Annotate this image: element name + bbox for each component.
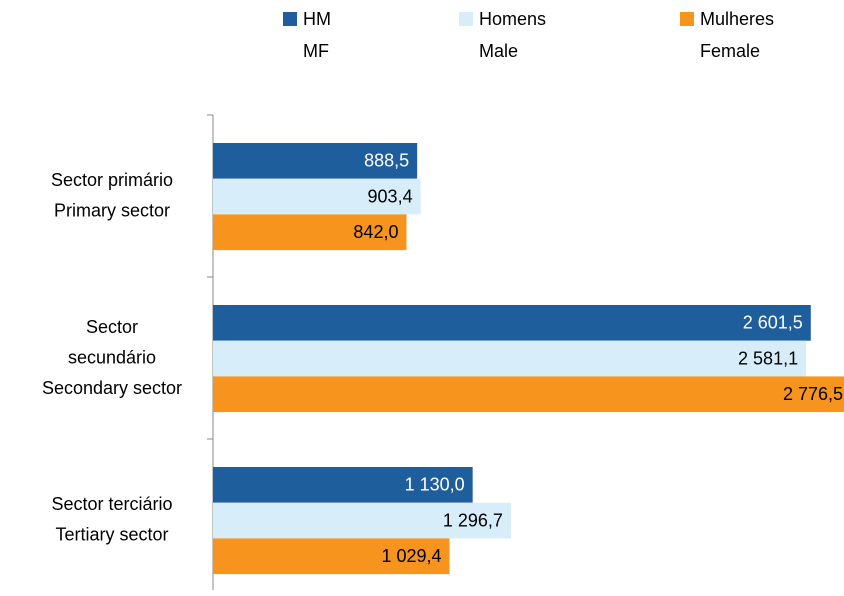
legend-label: HM [303,9,331,29]
value-label: 903,4 [368,186,413,206]
category-label: Primary sector [54,201,170,221]
legend-label: Female [700,41,760,61]
bar [213,340,807,377]
category-label: secundário [68,347,156,367]
category-label: Sector [86,317,138,337]
value-label: 1 029,4 [381,546,441,566]
legend-label: Male [479,41,518,61]
bar [213,502,511,539]
value-label: 842,0 [353,222,398,242]
bar [213,467,473,503]
value-label: 1 296,7 [443,510,503,530]
category-label: Sector primário [51,170,173,190]
value-label: 1 130,0 [405,475,465,495]
bar [213,178,421,215]
bar [213,538,450,575]
bar [213,143,418,179]
value-label: 2 581,1 [738,348,798,368]
bar [213,305,811,341]
bar [213,214,407,251]
legend-swatch [680,12,694,26]
bar [213,376,844,413]
category-label: Secondary sector [42,378,182,398]
value-label: 2 601,5 [743,313,803,333]
value-label: 888,5 [364,151,409,171]
legend-label: MF [303,41,329,61]
legend-swatch [459,12,473,26]
category-label: Tertiary sector [55,525,168,545]
legend-label: Homens [479,9,546,29]
category-label: Sector terciário [51,494,172,514]
legend-swatch [283,12,297,26]
legend-label: Mulheres [700,9,774,29]
value-label: 2 776,5 [783,384,843,404]
